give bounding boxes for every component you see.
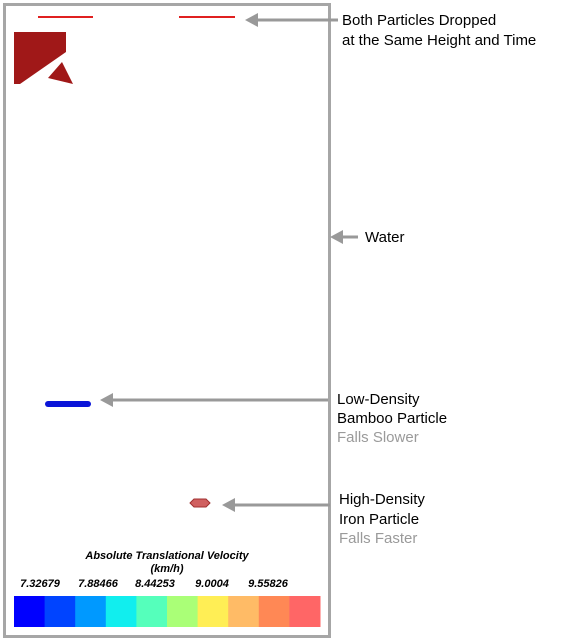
logo <box>48 62 73 84</box>
colorbar-swatch <box>167 596 199 627</box>
colorbar-tick: 7.32679 <box>20 578 61 590</box>
colorbar-tick: 7.88466 <box>78 578 119 590</box>
arrow-head <box>245 13 258 27</box>
colorbar: 7.32679 7.88466 8.44253 9.0004 9.55826 <box>14 578 321 627</box>
colorbar-swatch <box>136 596 168 627</box>
bamboo-particle <box>45 401 91 407</box>
colorbar-tick: 8.44253 <box>135 578 175 590</box>
logo <box>14 32 66 84</box>
colorbar-title: Absolute Translational Velocity <box>84 550 249 562</box>
colorbar-tick: 9.55826 <box>248 578 289 590</box>
label: Low-Density <box>337 391 420 408</box>
label: High-Density <box>339 491 425 508</box>
note: Falls Slower <box>337 429 419 446</box>
colorbar-unit: (km/h) <box>151 563 184 575</box>
colorbar-tick: 9.0004 <box>195 578 229 590</box>
colorbar-swatch <box>75 596 107 627</box>
label: Iron Particle <box>339 511 419 528</box>
colorbar-swatch <box>44 596 76 627</box>
label: Bamboo Particle <box>337 410 447 427</box>
colorbar-swatch <box>105 596 137 627</box>
label: Both Particles Dropped <box>342 12 496 29</box>
arrow-head <box>330 230 343 244</box>
tank <box>3 3 331 638</box>
label: Water <box>365 229 404 246</box>
colorbar-swatch <box>228 596 260 627</box>
colorbar-swatch <box>289 596 321 627</box>
iron-particle <box>189 498 211 508</box>
arrow-head <box>100 393 113 407</box>
colorbar-swatch <box>258 596 290 627</box>
colorbar-swatch <box>14 596 46 627</box>
colorbar-swatch <box>197 596 229 627</box>
arrow-head <box>222 498 235 512</box>
note: Falls Faster <box>339 530 417 547</box>
label: at the Same Height and Time <box>342 32 536 49</box>
